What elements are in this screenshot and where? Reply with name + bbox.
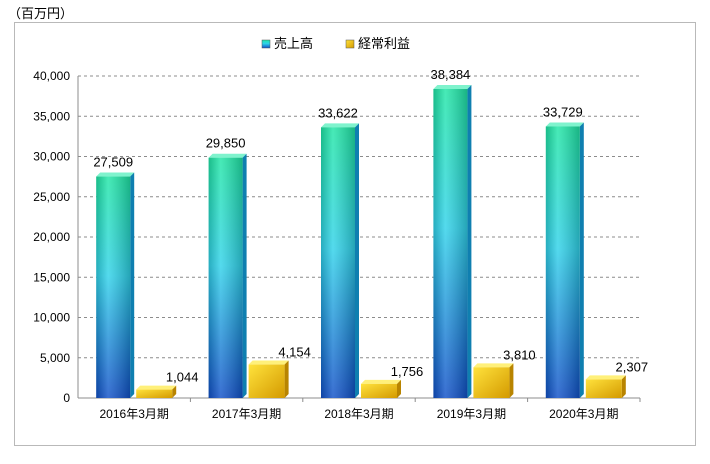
bar-sales-side: [355, 123, 359, 399]
bar-sales-side: [467, 85, 472, 399]
bar-sales-top: [208, 153, 247, 158]
bar-sales-side: [130, 172, 135, 398]
bar-profit: [248, 364, 285, 398]
bar-profit-side: [621, 375, 626, 398]
unit-label: （百万円）: [8, 6, 74, 21]
y-tick-label: 20,000: [33, 230, 70, 244]
data-label-sales: 33,622: [318, 105, 358, 120]
data-label-sales: 27,509: [93, 155, 133, 170]
data-label-profit: 2,307: [616, 359, 649, 374]
labels-layer: 0 5,000 10,000 15,000 20,000 25,000 30,000 35,0…: [33, 67, 648, 421]
x-tick-label: 2019年3月期: [437, 407, 506, 421]
x-tick-label: 2017年3月期: [212, 407, 281, 421]
data-label-profit: 1,756: [391, 364, 424, 379]
bars-layer: [96, 85, 626, 399]
data-label-sales: 33,729: [543, 104, 583, 119]
bar-sales-shade: [321, 127, 355, 399]
y-tick-label: 25,000: [33, 190, 70, 204]
y-tick-label: 15,000: [33, 270, 70, 284]
x-tick-label: 2016年3月期: [100, 407, 169, 421]
legend: 売上高 経常利益: [261, 36, 410, 52]
bar-profit-top: [585, 375, 626, 380]
bar-profit-side: [397, 379, 401, 398]
bar-sales-top: [433, 85, 472, 90]
bar-profit: [136, 389, 173, 398]
bar-profit-side: [509, 363, 514, 398]
x-tick-label: 2018年3月期: [324, 407, 393, 421]
bar-profit-top: [361, 379, 401, 384]
bar-sales-side: [579, 122, 584, 398]
y-tick-label: 0: [63, 391, 70, 405]
y-tick-label: 40,000: [33, 69, 70, 83]
y-tick-label: 30,000: [33, 150, 70, 164]
y-tick-label: 10,000: [33, 311, 70, 325]
bar-sales-shade: [433, 89, 468, 399]
data-label-profit: 4,154: [278, 345, 311, 360]
bar-profit-top: [473, 363, 514, 368]
bar-sales-side: [242, 153, 247, 398]
legend-label: 売上高: [274, 36, 313, 52]
bar-sales-top: [545, 122, 584, 127]
y-tick-label: 5,000: [40, 351, 70, 365]
data-label-sales: 29,850: [206, 136, 246, 151]
data-label-profit: 1,044: [166, 370, 199, 385]
legend-swatch-sales: [261, 39, 271, 49]
bar-profit: [361, 383, 397, 398]
y-tick-label: 35,000: [33, 109, 70, 123]
bar-profit: [585, 379, 622, 398]
bar-profit: [473, 367, 510, 398]
data-label-profit: 3,810: [503, 347, 536, 362]
bar-sales-shade: [545, 126, 580, 398]
bar-sales-shade: [208, 157, 243, 398]
bar-sales-top: [96, 172, 135, 177]
bar-profit-top: [248, 360, 289, 365]
chart-frame: [14, 22, 696, 446]
x-tick-label: 2020年3月期: [549, 407, 618, 421]
legend-label: 経常利益: [358, 37, 410, 52]
bar-profit-side: [284, 360, 289, 398]
bar-sales-shade: [96, 176, 131, 398]
bar-sales-top: [321, 123, 359, 128]
bar-profit-top: [136, 385, 177, 390]
legend-swatch-profit: [345, 39, 355, 49]
data-label-sales: 38,384: [431, 67, 471, 82]
bar-profit-side: [172, 385, 177, 398]
